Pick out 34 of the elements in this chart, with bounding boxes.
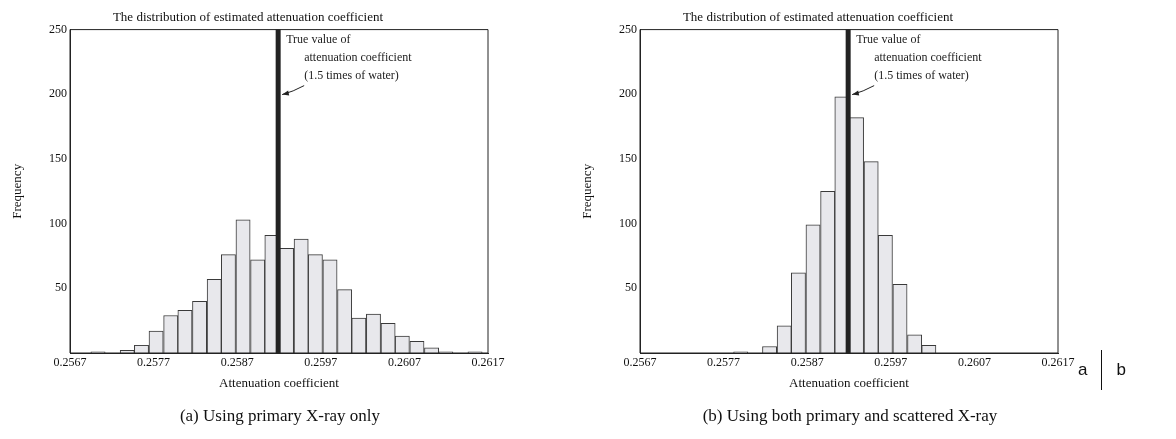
- y-tick-label: 150: [619, 151, 637, 166]
- x-tick-label: 0.2607: [957, 355, 991, 370]
- x-axis-title: Attenuation coefficient: [219, 374, 340, 390]
- text: a: [1078, 360, 1088, 380]
- y-axis-title: Frequency: [9, 163, 25, 219]
- x-tick-label: 0.2577: [137, 355, 171, 370]
- text: (b) Using both primary and scattered X-ray: [701, 406, 999, 426]
- y-tick-label: 150: [49, 151, 67, 166]
- x-tick-label: 0.2617: [471, 355, 505, 370]
- chart-title: The distribution of estimated attenuation coefficient: [682, 9, 954, 25]
- x-tick-label: 0.2597: [874, 355, 908, 370]
- y-tick-label: 200: [49, 86, 67, 101]
- text: b: [1116, 360, 1126, 380]
- x-tick-label: 0.2587: [220, 355, 254, 370]
- x-tick-label: 0.2607: [387, 355, 421, 370]
- y-tick-label: 100: [619, 215, 637, 230]
- x-tick-label: 0.2577: [707, 355, 741, 370]
- chart-title: The distribution of estimated attenuation coefficient: [112, 9, 384, 25]
- y-tick-label: 50: [625, 280, 637, 295]
- y-tick-label: 250: [49, 21, 67, 36]
- text: (a) Using primary X-ray only: [178, 406, 382, 426]
- y-tick-label: 50: [55, 280, 67, 295]
- x-tick-label: 0.2567: [623, 355, 657, 370]
- ref-line-label: True value of attenuation coefficient (1.5 times of water): [286, 31, 413, 82]
- x-tick-label: 0.2597: [304, 355, 338, 370]
- ref-line-label: True value of attenuation coefficient (1.5 times of water): [856, 31, 983, 82]
- x-tick-label: 0.2567: [53, 355, 87, 370]
- y-axis-title: Frequency: [579, 163, 595, 219]
- x-tick-label: 0.2587: [790, 355, 824, 370]
- x-axis-title: Attenuation coefficient: [789, 374, 910, 390]
- y-tick-label: 100: [49, 215, 67, 230]
- x-tick-label: 0.2617: [1041, 355, 1075, 370]
- y-tick-label: 200: [619, 86, 637, 101]
- y-tick-label: 250: [619, 21, 637, 36]
